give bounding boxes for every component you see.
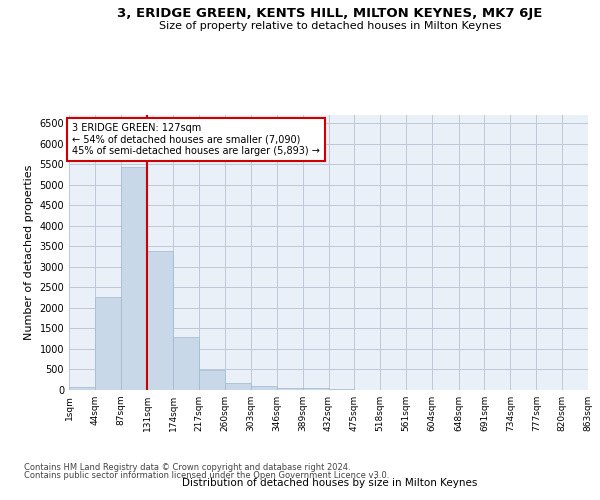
Text: 3, ERIDGE GREEN, KENTS HILL, MILTON KEYNES, MK7 6JE: 3, ERIDGE GREEN, KENTS HILL, MILTON KEYN… bbox=[118, 8, 542, 20]
Bar bbox=[225, 384, 251, 390]
Text: 3 ERIDGE GREEN: 127sqm
← 54% of detached houses are smaller (7,090)
45% of semi-: 3 ERIDGE GREEN: 127sqm ← 54% of detached… bbox=[72, 123, 320, 156]
Bar bbox=[69, 387, 95, 390]
Bar bbox=[302, 388, 329, 390]
Text: Contains HM Land Registry data © Crown copyright and database right 2024.: Contains HM Land Registry data © Crown c… bbox=[24, 462, 350, 471]
Bar bbox=[147, 252, 173, 390]
Bar bbox=[329, 389, 355, 390]
Text: Distribution of detached houses by size in Milton Keynes: Distribution of detached houses by size … bbox=[182, 478, 478, 488]
Bar bbox=[173, 337, 199, 390]
Bar bbox=[95, 297, 121, 390]
Bar bbox=[199, 370, 225, 390]
Bar bbox=[251, 386, 277, 390]
Bar bbox=[277, 388, 302, 390]
Text: Size of property relative to detached houses in Milton Keynes: Size of property relative to detached ho… bbox=[159, 21, 501, 31]
Text: Contains public sector information licensed under the Open Government Licence v3: Contains public sector information licen… bbox=[24, 471, 389, 480]
Bar bbox=[121, 167, 147, 390]
Y-axis label: Number of detached properties: Number of detached properties bbox=[24, 165, 34, 340]
